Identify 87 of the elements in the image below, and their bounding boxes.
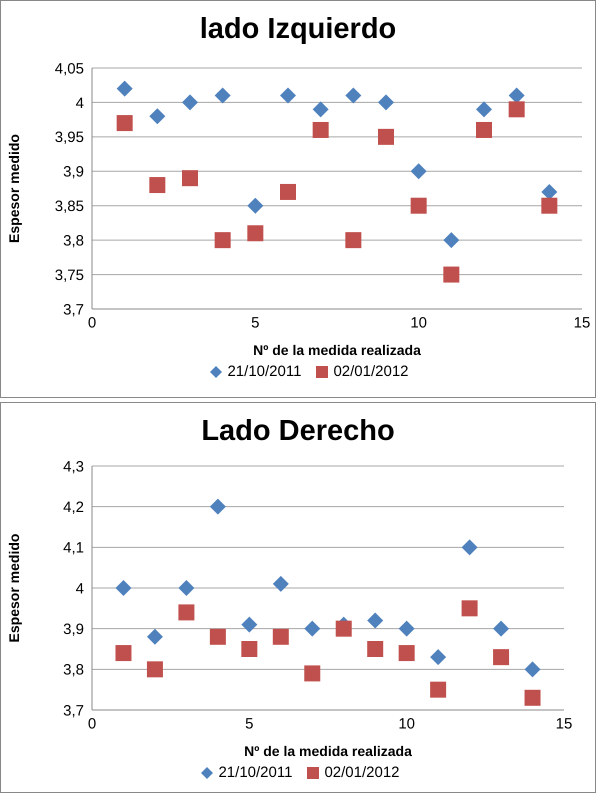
point (210, 628, 226, 645)
point (367, 612, 384, 629)
y-tick-label: 3,95 (54, 129, 84, 146)
point (462, 539, 478, 556)
y-tick-label: 3,7 (63, 301, 84, 318)
legend-label: 21/10/2011 (227, 363, 302, 380)
point (312, 101, 329, 118)
y-tick-label: 3,9 (63, 620, 84, 638)
x-tick-label: 0 (88, 716, 96, 733)
point (272, 628, 289, 645)
point (115, 645, 132, 662)
y-tick-label: 3,85 (54, 198, 84, 216)
y-tick-label: 3,9 (63, 164, 84, 181)
point (462, 600, 478, 616)
legend-label: 21/10/2011 (218, 764, 292, 781)
point (345, 88, 362, 104)
point (304, 620, 320, 637)
point (312, 122, 329, 138)
point (241, 616, 258, 633)
point (430, 682, 446, 698)
y-axis-title: Espesor medido (6, 534, 22, 642)
point (272, 576, 289, 592)
y-tick-label: 4 (76, 94, 84, 112)
y-axis-title: Espesor medido (6, 134, 22, 243)
point (398, 645, 415, 662)
point (541, 198, 558, 214)
point (182, 94, 198, 110)
point (178, 580, 194, 596)
x-tick-label: 15 (556, 716, 572, 733)
x-tick-label: 0 (88, 314, 96, 332)
point (367, 641, 384, 657)
y-tick-label: 4,05 (54, 60, 84, 78)
point (410, 163, 427, 180)
point (149, 177, 166, 194)
point (541, 184, 558, 200)
point (214, 232, 231, 248)
point (210, 498, 226, 515)
point (476, 101, 492, 118)
y-tick-label: 3,8 (63, 662, 84, 679)
point (443, 232, 460, 248)
x-axis-title: Nº de la medida realizada (244, 743, 412, 759)
y-tick-label: 3,75 (54, 266, 84, 284)
point (247, 198, 264, 214)
point (304, 665, 320, 682)
point (247, 225, 264, 242)
x-tick-label: 10 (398, 716, 416, 733)
legend-label: 02/01/2012 (324, 764, 400, 781)
y-tick-label: 4,3 (63, 458, 84, 476)
point (410, 198, 427, 214)
legend-label: 02/01/2012 (333, 363, 409, 380)
point (178, 604, 194, 620)
point (116, 80, 133, 97)
point (378, 128, 394, 145)
point (241, 641, 258, 657)
x-axis-title: Nº de la medida realizada (253, 342, 422, 358)
x-tick-label: 5 (245, 716, 254, 733)
point (182, 170, 198, 186)
y-tick-label: 4,2 (63, 498, 84, 516)
point (214, 88, 231, 104)
point (149, 108, 166, 124)
point (280, 88, 296, 104)
y-tick-label: 3,8 (63, 232, 84, 250)
x-tick-label: 5 (251, 314, 260, 332)
y-tick-label: 3,7 (63, 702, 84, 720)
x-tick-label: 15 (574, 314, 590, 332)
point (280, 184, 296, 200)
point (493, 620, 510, 637)
point (476, 122, 492, 138)
chart-title: lado Izquierdo (198, 13, 398, 46)
x-tick-label: 10 (410, 314, 428, 332)
point (493, 649, 510, 666)
point (146, 661, 163, 678)
chart-title: Lado Derecho (200, 415, 396, 448)
y-tick-label: 4,1 (63, 540, 84, 557)
point (345, 232, 362, 248)
point (508, 101, 525, 118)
point (378, 94, 394, 110)
point (524, 690, 541, 706)
point (398, 620, 415, 637)
point (116, 115, 133, 132)
point (524, 661, 541, 678)
point (443, 266, 460, 283)
y-tick-label: 4 (76, 580, 84, 598)
point (146, 628, 163, 645)
point (430, 649, 446, 666)
point (336, 620, 352, 637)
point (115, 580, 132, 596)
